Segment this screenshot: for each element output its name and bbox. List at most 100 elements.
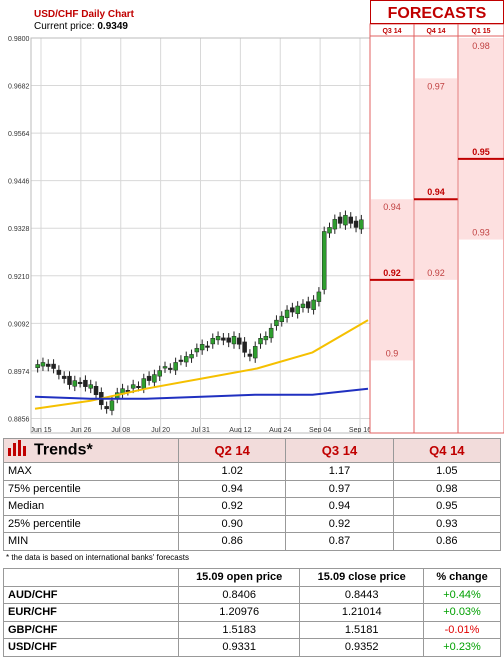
candle-body xyxy=(337,216,343,224)
candle-body xyxy=(279,315,284,323)
candle-body xyxy=(284,309,290,318)
trends-cell: 0.86 xyxy=(392,532,502,551)
candle-body xyxy=(183,356,189,363)
fx-close: 0.8443 xyxy=(299,585,425,604)
trends-row-label: MIN xyxy=(3,532,179,551)
candle-body xyxy=(72,380,78,387)
candle-body xyxy=(268,327,274,339)
forecast-median-label: 0.94 xyxy=(427,187,445,197)
y-tick-label: 0.9210 xyxy=(8,274,30,281)
candle-body xyxy=(210,338,216,345)
trends-cell: 0.87 xyxy=(285,532,394,551)
trends-title: Trends* xyxy=(34,441,93,459)
trends-cell: 0.95 xyxy=(392,497,502,516)
candle-body xyxy=(146,375,152,381)
trends-table: Trends* Q2 14 Q3 14 Q4 14 MAX 1.02 1.17 1.0… xyxy=(3,438,502,551)
trends-col-q3: Q3 14 xyxy=(285,438,394,463)
fx-close: 0.9352 xyxy=(299,638,425,657)
trends-cell: 1.02 xyxy=(177,462,287,481)
candle-body xyxy=(290,307,295,313)
trends-col-q4: Q4 14 xyxy=(392,438,502,463)
trends-row-label: 25% percentile xyxy=(3,514,179,533)
candle-body xyxy=(77,381,83,384)
y-tick-label: 0.9564 xyxy=(8,131,30,138)
trends-row-label: 75% percentile xyxy=(3,479,179,498)
trends-row: MAX 1.02 1.17 1.05 xyxy=(3,462,502,481)
current-price-label: Current price: xyxy=(34,21,95,32)
fx-change: -0.01% xyxy=(423,620,501,639)
trends-row-label: MAX xyxy=(3,462,179,481)
y-tick-label: 0.9800 xyxy=(8,36,30,43)
price-chart: 0.98000.96820.95640.94460.93280.92100.90… xyxy=(8,23,504,434)
candle-body xyxy=(300,303,306,308)
trends-cell: 0.92 xyxy=(177,497,287,516)
candle-body xyxy=(88,384,93,389)
x-tick-label: Sep 04 xyxy=(309,427,331,434)
x-tick-label: Jul 08 xyxy=(111,427,130,434)
current-price-value: 0.9349 xyxy=(97,21,128,32)
forecast-median-label: 0.92 xyxy=(383,268,401,278)
forecast-high-label: 0.97 xyxy=(427,81,445,91)
fx-pair: GBP/CHF xyxy=(3,620,179,639)
fx-col-close: 15.09 close price xyxy=(299,568,425,587)
footnote: * the data is based on international ban… xyxy=(6,553,189,562)
fx-pair: AUD/CHF xyxy=(3,585,179,604)
chart-title: USD/CHF Daily Chart xyxy=(34,9,135,20)
trends-cell: 0.92 xyxy=(285,514,394,533)
candle-body xyxy=(136,385,141,388)
fx-change: +0.03% xyxy=(423,603,501,622)
candle-body xyxy=(205,345,210,348)
trends-row: MIN 0.86 0.87 0.86 xyxy=(3,532,502,551)
fx-change: +0.44% xyxy=(423,585,501,604)
candle-body xyxy=(221,337,226,341)
current-price: Current price: 0.9349 xyxy=(34,21,128,32)
fx-col-open: 15.09 open price xyxy=(177,568,301,587)
fx-open: 0.9331 xyxy=(177,638,301,657)
y-tick-label: 0.9328 xyxy=(8,226,30,233)
candle-body xyxy=(327,227,332,234)
candle-body xyxy=(168,367,173,370)
forecast-range xyxy=(415,78,457,280)
candle-body xyxy=(46,363,51,367)
trends-cell: 0.98 xyxy=(392,479,502,498)
fx-pair: EUR/CHF xyxy=(3,603,179,622)
candle-body xyxy=(332,219,338,230)
fx-close: 1.5181 xyxy=(299,620,425,639)
candle-body xyxy=(35,364,40,368)
forecast-column-label: Q4 14 xyxy=(426,28,445,35)
trends-row: 75% percentile 0.94 0.97 0.98 xyxy=(3,479,502,498)
candle-body xyxy=(152,374,157,383)
y-tick-label: 0.8856 xyxy=(8,416,30,423)
fx-open: 0.8406 xyxy=(177,585,301,604)
trends-title-cell: Trends* xyxy=(3,438,179,463)
y-tick-label: 0.9092 xyxy=(8,321,30,328)
x-tick-label: Aug 12 xyxy=(229,427,251,434)
trends-cell: 0.94 xyxy=(285,497,394,516)
candle-body xyxy=(61,375,67,379)
forecast-low-label: 0.92 xyxy=(427,268,445,278)
bar-chart-icon xyxy=(8,440,26,461)
candle-body xyxy=(157,370,162,377)
forecast-range xyxy=(459,38,503,240)
fx-change: +0.23% xyxy=(423,638,501,657)
candle-body xyxy=(109,400,115,411)
candle-body xyxy=(199,344,205,351)
trends-cell: 0.93 xyxy=(392,514,502,533)
candle-body xyxy=(40,362,46,367)
candle-body xyxy=(83,379,88,387)
candle-body xyxy=(242,341,247,353)
ma-line-blue xyxy=(34,387,369,400)
fx-col-pair xyxy=(3,568,179,587)
candle-body xyxy=(359,219,364,230)
fx-row: USD/CHF 0.9331 0.9352 +0.23% xyxy=(3,638,501,657)
candle-body xyxy=(104,406,109,410)
fx-row: GBP/CHF 1.5183 1.5181 -0.01% xyxy=(3,620,501,639)
y-tick-label: 0.9446 xyxy=(8,179,30,186)
candle-body xyxy=(321,231,327,290)
trends-cell: 0.94 xyxy=(177,479,287,498)
candle-body xyxy=(51,363,56,369)
fx-close: 1.21014 xyxy=(299,603,425,622)
trends-cell: 1.05 xyxy=(392,462,502,481)
candle-body xyxy=(178,359,184,362)
candle-body xyxy=(263,336,269,341)
